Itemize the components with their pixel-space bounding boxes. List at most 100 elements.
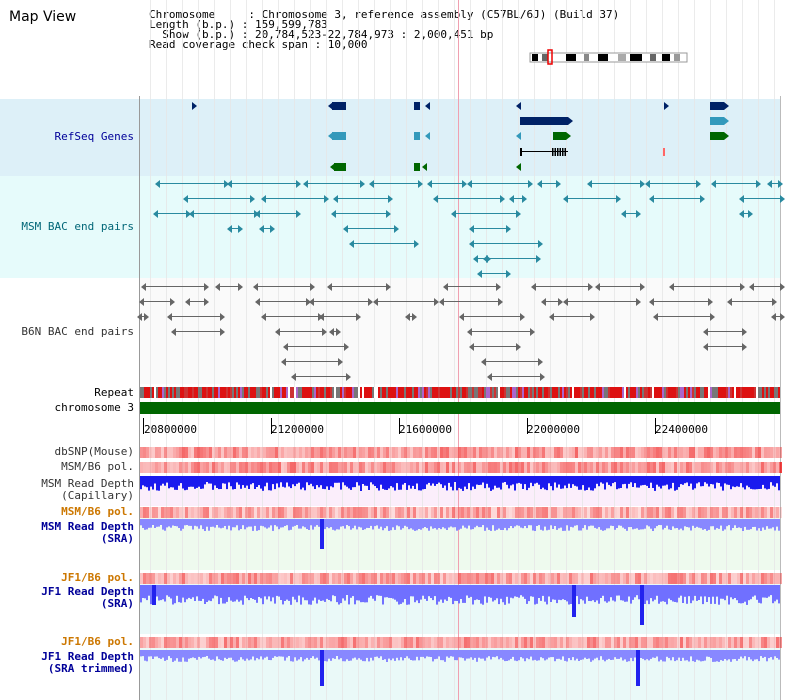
polymorphism-cell [404, 447, 407, 458]
read-depth-bar [328, 650, 330, 659]
polymorphism-cell [584, 507, 587, 518]
read-depth-bar [416, 476, 418, 484]
read-depth-bar [752, 476, 754, 490]
read-depth-bar [542, 519, 544, 531]
track-label-jf1-depth-sra[interactable]: JF1 Read Depth (SRA) [41, 585, 134, 610]
polymorphism-cell [278, 447, 281, 458]
gene-strand-arrow [710, 313, 715, 321]
track-label-msm-depth-cap[interactable]: MSM Read Depth (Capillary) [41, 477, 134, 502]
polymorphism-cell [257, 507, 260, 518]
read-depth-bar [420, 585, 422, 600]
track-label-jf1-pol-2[interactable]: JF1/B6 pol. [61, 635, 134, 648]
read-depth-bar [500, 476, 502, 490]
track-label-jf1-depth-trim[interactable]: JF1 Read Depth (SRA trimmed) [41, 650, 134, 675]
gene-strand-arrow [516, 132, 521, 140]
repeat-segment [382, 387, 384, 398]
polymorphism-cell [659, 507, 662, 518]
repeat-segment [428, 387, 430, 398]
track-label-msm-bac[interactable]: MSM BAC end pairs [21, 220, 134, 233]
read-depth-bar [614, 650, 616, 658]
polymorphism-cell [365, 637, 368, 648]
polymorphism-cell [524, 447, 527, 458]
track-label-refseq[interactable]: RefSeq Genes [54, 130, 134, 143]
gene-strand-arrow [724, 117, 729, 125]
read-depth-bar [284, 585, 286, 601]
polymorphism-cell [701, 637, 704, 648]
read-depth-bar [292, 585, 294, 597]
polymorphism-cell [146, 637, 149, 648]
read-depth-bar [506, 585, 508, 597]
polymorphism-cell [764, 447, 767, 458]
gene-strand-arrow [224, 180, 229, 188]
read-depth-bar [230, 519, 232, 531]
track-label-chromosome[interactable]: chromosome 3 [54, 401, 134, 414]
polymorphism-cell [470, 573, 473, 584]
polymorphism-cell [278, 507, 281, 518]
polymorphism-cell [488, 507, 491, 518]
read-depth-bar [150, 650, 152, 657]
read-depth-bar [388, 476, 390, 489]
polymorphism-cell [626, 637, 629, 648]
read-depth-bar [290, 650, 292, 662]
polymorphism-cell [344, 462, 347, 473]
gene-strand-arrow [621, 210, 626, 218]
polymorphism-cell [350, 573, 353, 584]
polymorphism-cell [419, 462, 422, 473]
track-label-jf1-pol[interactable]: JF1/B6 pol. [61, 571, 134, 584]
polymorphism-cell [659, 447, 662, 458]
gene-strand-arrow [388, 195, 393, 203]
track-label-dbsnp[interactable]: dbSNP(Mouse) [54, 445, 134, 458]
gene-strand-arrow [412, 313, 417, 321]
polymorphism-cell [308, 573, 311, 584]
bac-pair-line [286, 346, 344, 347]
polymorphism-cell [779, 447, 782, 458]
polymorphism-cell [317, 637, 320, 648]
polymorphism-cell [308, 447, 311, 458]
repeat-segment [426, 387, 428, 398]
read-depth-bar [610, 585, 612, 598]
gene-strand-arrow [767, 180, 772, 188]
repeat-segment [486, 387, 488, 398]
polymorphism-cell [401, 573, 404, 584]
read-depth-bar [522, 585, 524, 597]
polymorphism-cell [368, 573, 371, 584]
read-depth-bar [190, 650, 192, 659]
polymorphism-cell [530, 447, 533, 458]
bac-pair-line [192, 213, 254, 214]
read-depth-bar [504, 585, 506, 605]
read-depth-bar [726, 519, 728, 527]
polymorphism-cell [716, 462, 719, 473]
read-depth-bar [164, 476, 166, 486]
read-depth-bar [354, 585, 356, 605]
polymorphism-cell [695, 573, 698, 584]
polymorphism-cell [143, 447, 146, 458]
polymorphism-cell [278, 462, 281, 473]
track-label-msm-depth-sra[interactable]: MSM Read Depth (SRA) [41, 520, 134, 545]
track-label-b6n-bac[interactable]: B6N BAC end pairs [21, 325, 134, 338]
polymorphism-cell [239, 462, 242, 473]
polymorphism-cell [176, 637, 179, 648]
repeat-segment [692, 387, 694, 398]
track-label-msm-pol-2[interactable]: MSM/B6 pol. [61, 505, 134, 518]
read-depth-bar [610, 476, 612, 487]
read-depth-bar [420, 650, 422, 657]
polymorphism-cell [284, 462, 287, 473]
read-depth-bar [708, 519, 710, 530]
read-depth-bar [670, 585, 672, 601]
polymorphism-cell [563, 462, 566, 473]
gene-strand-arrow [338, 358, 343, 366]
read-depth-bar [432, 585, 434, 601]
read-depth-bar [332, 476, 334, 488]
read-depth-bar [140, 650, 142, 657]
track-label-repeat[interactable]: Repeat [94, 386, 134, 399]
polymorphism-cell [320, 573, 323, 584]
polymorphism-cell [407, 462, 410, 473]
polymorphism-cell [215, 573, 218, 584]
track-label-msm-pol[interactable]: MSM/B6 pol. [61, 460, 134, 473]
polymorphism-cell [656, 447, 659, 458]
polymorphism-cell [518, 637, 521, 648]
read-depth-bar [554, 650, 556, 662]
chromosome-ideogram[interactable] [529, 49, 688, 65]
repeat-segment [572, 387, 574, 398]
